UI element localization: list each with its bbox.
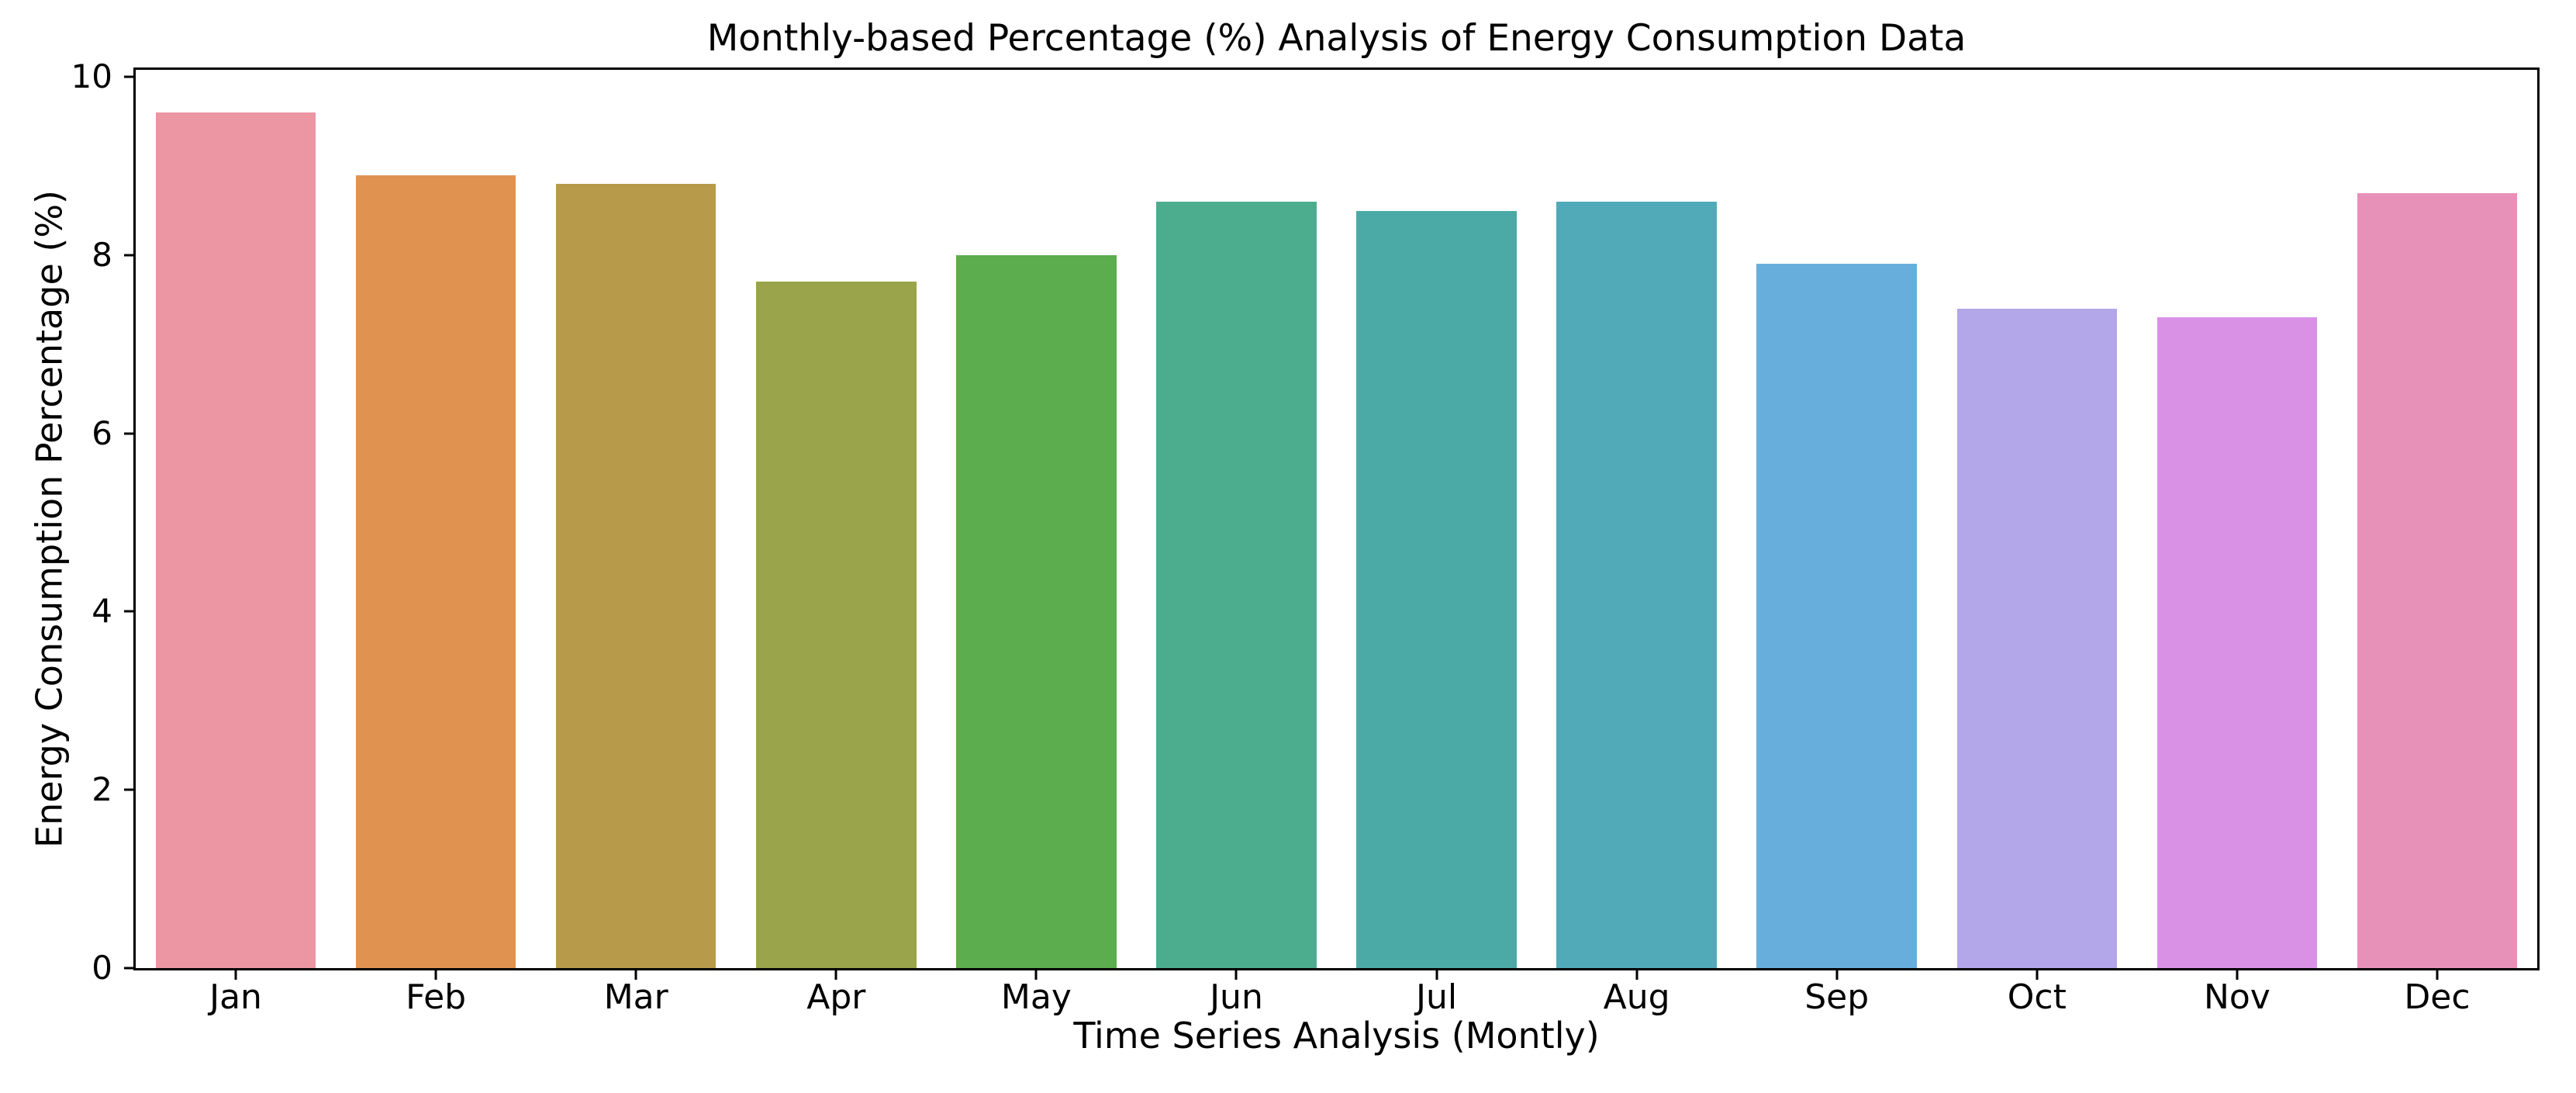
- bar-slot-mar: [536, 70, 736, 968]
- xtick-label-aug: Aug: [1603, 977, 1670, 1017]
- bar-nov: [2156, 317, 2318, 968]
- xtick-mark-dec: [2436, 970, 2439, 980]
- bar-slot-jul: [1336, 70, 1536, 968]
- xtick-mark-aug: [1635, 970, 1638, 980]
- ytick-label-4: 4: [92, 592, 112, 631]
- y-axis-label: Energy Consumption Percentage (%): [28, 190, 71, 848]
- chart-title: Monthly-based Percentage (%) Analysis of…: [706, 17, 1967, 60]
- xtick-label-apr: Apr: [806, 977, 866, 1017]
- xtick-label-sep: Sep: [1804, 977, 1870, 1017]
- xtick-mark-jan: [234, 970, 237, 980]
- xtick-label-dec: Dec: [2404, 977, 2471, 1017]
- xtick-mark-sep: [1835, 970, 1839, 980]
- bar-slot-jan: [136, 70, 336, 968]
- bar-may: [956, 254, 1117, 968]
- ytick-label-10: 10: [71, 57, 112, 96]
- bar-sep: [1756, 264, 1917, 968]
- ytick-label-0: 0: [92, 949, 112, 987]
- xtick-mark-oct: [2036, 970, 2039, 980]
- xtick-mark-may: [1034, 970, 1038, 980]
- bar-slot-may: [936, 70, 1136, 968]
- xtick-mark-apr: [834, 970, 837, 980]
- xtick-mark-jul: [1435, 970, 1438, 980]
- bar-slot-oct: [1937, 70, 2137, 968]
- xtick-mark-mar: [634, 970, 637, 980]
- xtick-mark-jun: [1234, 970, 1238, 980]
- ytick-label-2: 2: [92, 770, 112, 809]
- bar-slot-dec: [2337, 70, 2537, 968]
- xtick-label-nov: Nov: [2203, 977, 2270, 1017]
- xtick-label-oct: Oct: [2007, 977, 2067, 1017]
- ytick-label-6: 6: [92, 413, 112, 452]
- bar-slot-feb: [336, 70, 536, 968]
- bar-slot-apr: [736, 70, 936, 968]
- bars-container: [136, 70, 2537, 968]
- xtick-label-jul: Jul: [1415, 977, 1458, 1017]
- bar-jun: [1156, 202, 1317, 968]
- xtick-label-mar: Mar: [603, 977, 668, 1017]
- bar-dec: [2357, 192, 2518, 968]
- ytick-mark-0: [124, 967, 133, 970]
- ytick-label-8: 8: [92, 235, 112, 274]
- bar-oct: [1956, 308, 2117, 968]
- bar-aug: [1556, 202, 1717, 968]
- xtick-label-jun: Jun: [1210, 977, 1263, 1017]
- bar-slot-sep: [1737, 70, 1937, 968]
- xtick-mark-nov: [2236, 970, 2239, 980]
- x-axis-label: Time Series Analysis (Montly): [1073, 1015, 1600, 1057]
- bar-feb: [355, 175, 516, 968]
- bar-mar: [555, 184, 717, 968]
- xtick-mark-feb: [434, 970, 437, 980]
- bar-slot-nov: [2137, 70, 2337, 968]
- ytick-mark-8: [124, 254, 133, 257]
- bar-slot-aug: [1537, 70, 1737, 968]
- bar-apr: [756, 282, 917, 968]
- bar-jul: [1356, 210, 1517, 968]
- bar-jan: [155, 112, 316, 968]
- plot-area: Jan Feb Mar Apr May Jun Jul Aug Sep Oct Nov Dec 0 2 4 6…: [71, 61, 2540, 1015]
- bar-slot-jun: [1136, 70, 1336, 968]
- xtick-label-feb: Feb: [406, 977, 467, 1017]
- ytick-mark-2: [124, 788, 133, 791]
- ytick-mark-10: [124, 75, 133, 78]
- ytick-mark-4: [124, 610, 133, 613]
- ytick-mark-6: [124, 432, 133, 435]
- xtick-label-jan: Jan: [209, 977, 262, 1017]
- xtick-label-may: May: [1000, 977, 1072, 1017]
